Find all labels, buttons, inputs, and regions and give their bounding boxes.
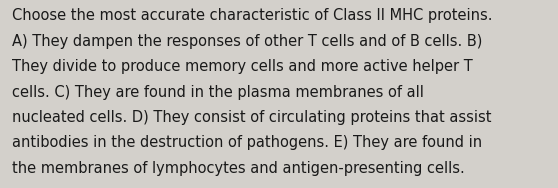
Text: They divide to produce memory cells and more active helper T: They divide to produce memory cells and … bbox=[12, 59, 473, 74]
Text: cells. C) They are found in the plasma membranes of all: cells. C) They are found in the plasma m… bbox=[12, 85, 424, 100]
Text: nucleated cells. D) They consist of circulating proteins that assist: nucleated cells. D) They consist of circ… bbox=[12, 110, 492, 125]
Text: Choose the most accurate characteristic of Class II MHC proteins.: Choose the most accurate characteristic … bbox=[12, 8, 493, 24]
Text: the membranes of lymphocytes and antigen-presenting cells.: the membranes of lymphocytes and antigen… bbox=[12, 161, 465, 176]
Text: A) They dampen the responses of other T cells and of B cells. B): A) They dampen the responses of other T … bbox=[12, 34, 483, 49]
Text: antibodies in the destruction of pathogens. E) They are found in: antibodies in the destruction of pathoge… bbox=[12, 135, 483, 150]
